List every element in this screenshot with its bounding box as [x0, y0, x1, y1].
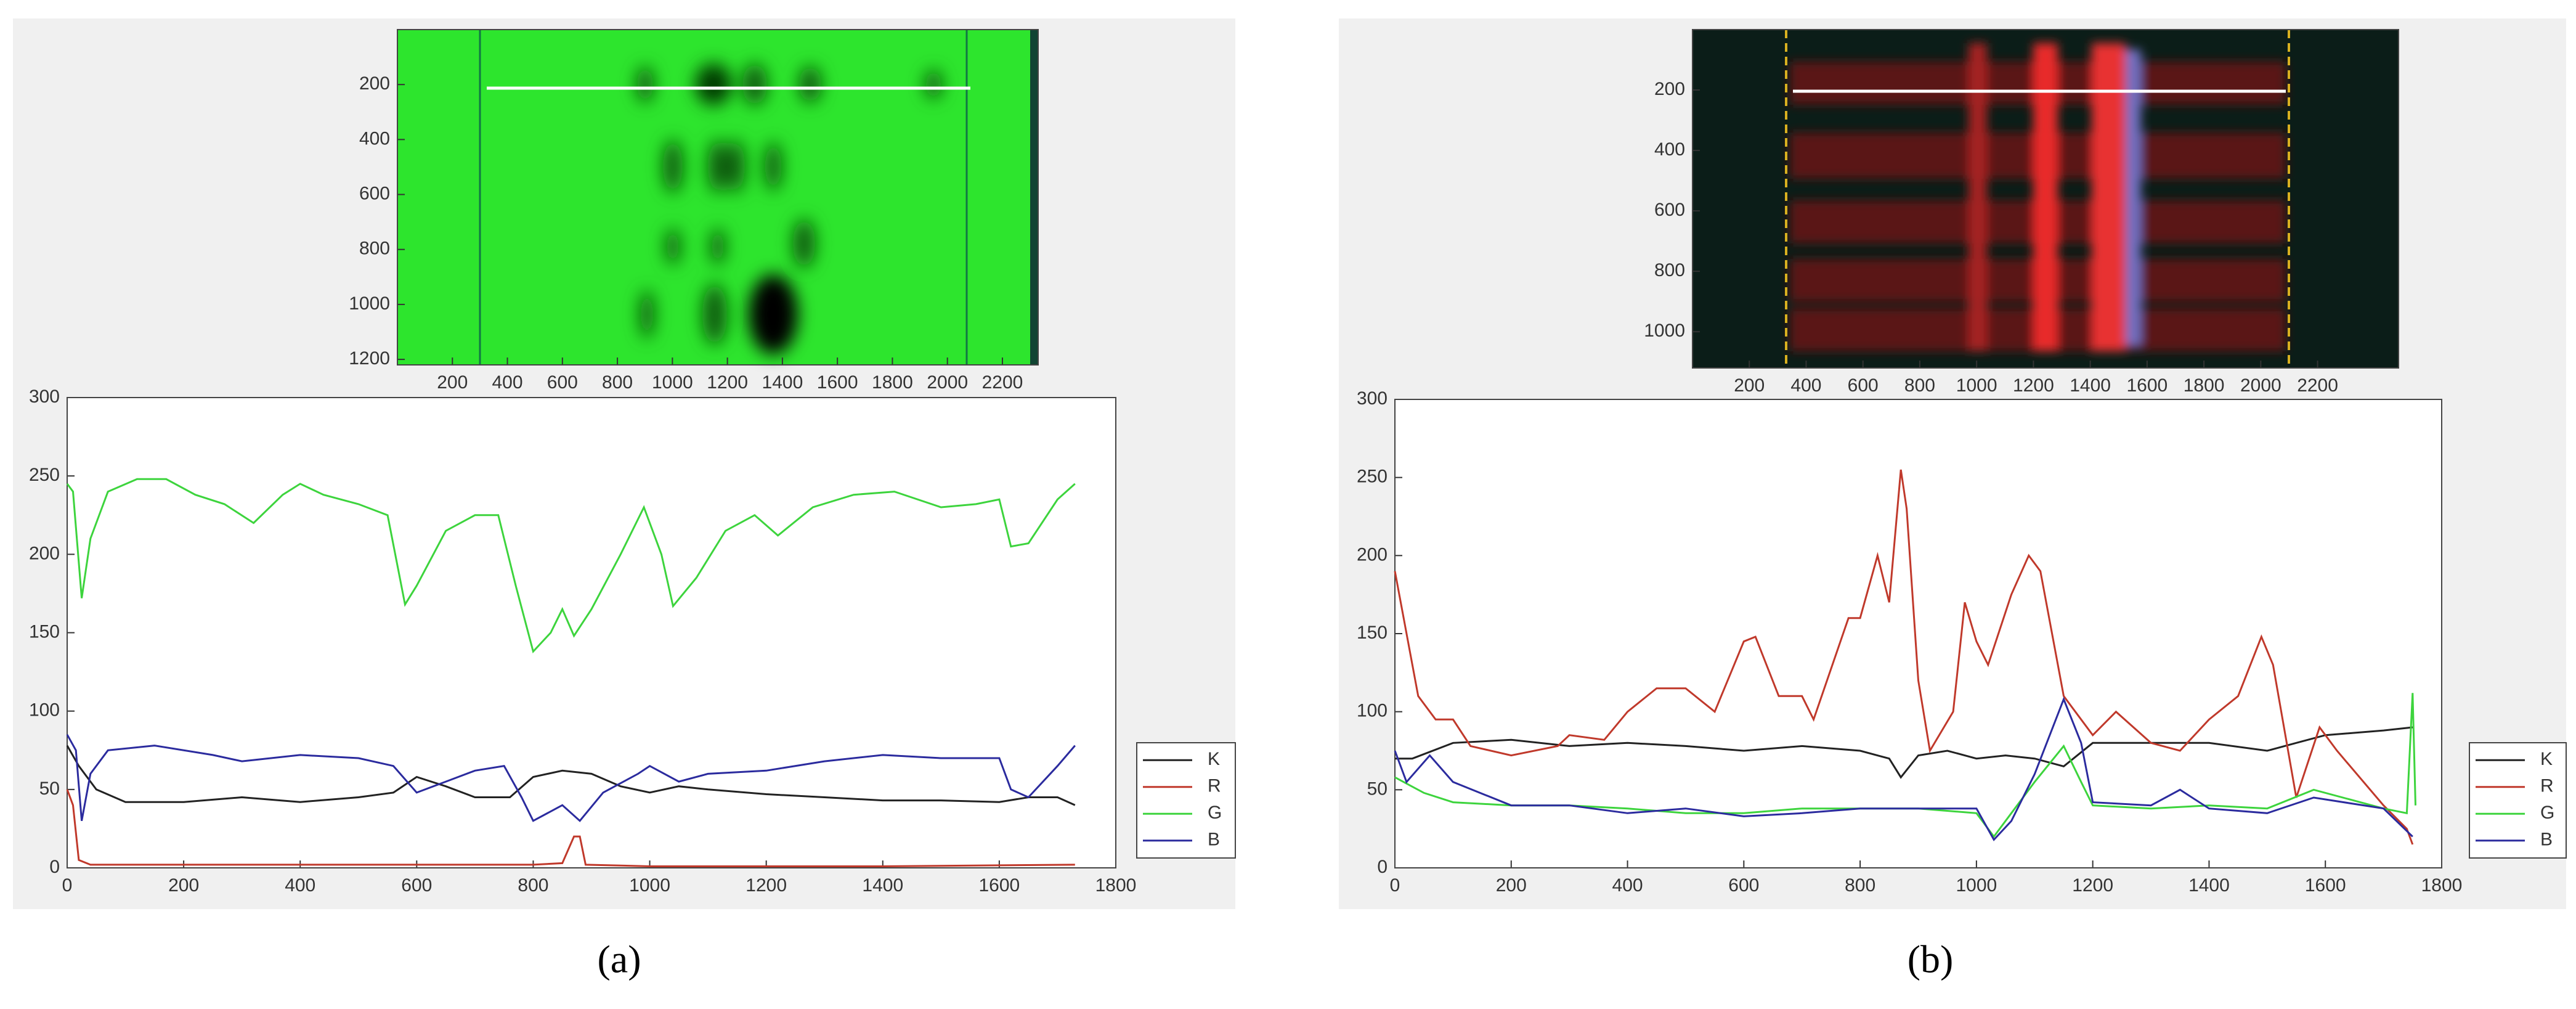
caption-b: (b) — [1908, 938, 1954, 981]
x-tick-label: 200 — [437, 372, 468, 393]
caption-a: (a) — [597, 938, 641, 981]
y-tick-label: 800 — [1654, 260, 1685, 280]
legend-label: R — [2540, 776, 2554, 796]
y-tick-label: 200 — [1654, 79, 1685, 99]
series-line — [1395, 726, 2413, 779]
legend-box — [1136, 742, 1236, 859]
y-tick-label: 50 — [1367, 778, 1388, 799]
x-tick-label: 1600 — [979, 875, 1020, 896]
y-tick-label: 50 — [39, 778, 60, 799]
x-tick-label: 1800 — [1095, 875, 1137, 896]
legend-label: K — [2540, 749, 2553, 769]
x-tick-label: 1800 — [2421, 875, 2463, 896]
x-tick-label: 800 — [1904, 375, 1935, 396]
y-tick-label: 100 — [1357, 701, 1388, 721]
x-tick-label: 400 — [1790, 375, 1821, 396]
y-tick-label: 600 — [1654, 200, 1685, 220]
x-tick-label: 600 — [1848, 375, 1879, 396]
plot-area — [67, 398, 1116, 868]
x-tick-label: 1000 — [652, 372, 693, 393]
x-tick-label: 1200 — [707, 372, 748, 393]
legend-label: G — [2540, 803, 2554, 823]
y-tick-label: 1000 — [349, 293, 390, 314]
x-tick-label: 1600 — [817, 372, 858, 393]
legend-box — [2469, 742, 2567, 859]
y-tick-label: 1200 — [349, 348, 390, 369]
series-line — [1394, 696, 2413, 841]
y-tick-label: 800 — [359, 239, 390, 259]
x-tick-label: 2000 — [2240, 375, 2281, 396]
x-tick-label: 400 — [1612, 875, 1643, 896]
x-tick-label: 1800 — [2184, 375, 2225, 396]
x-tick-label: 200 — [168, 875, 199, 896]
legend-label: R — [1208, 776, 1221, 796]
y-tick-label: 300 — [1357, 388, 1388, 409]
x-tick-label: 1200 — [2072, 875, 2113, 896]
x-tick-label: 1000 — [629, 875, 670, 896]
series-line — [1394, 469, 2414, 845]
y-tick-label: 400 — [359, 128, 390, 149]
y-tick-label: 300 — [29, 386, 60, 407]
series-line — [66, 789, 1075, 867]
y-tick-label: 200 — [1357, 544, 1388, 565]
x-tick-label: 400 — [285, 875, 315, 896]
y-tick-label: 150 — [29, 621, 60, 642]
x-tick-label: 2200 — [982, 372, 1023, 393]
x-tick-label: 1400 — [862, 875, 903, 896]
y-tick-label: 200 — [29, 543, 60, 563]
x-tick-label: 0 — [1390, 875, 1400, 896]
axes-frame — [397, 29, 1039, 366]
x-tick-label: 200 — [1496, 875, 1527, 896]
axes-frame — [1692, 29, 2399, 369]
x-tick-label: 1200 — [2013, 375, 2054, 396]
x-tick-label: 1400 — [2188, 875, 2230, 896]
y-tick-label: 0 — [1377, 857, 1388, 877]
x-tick-label: 800 — [518, 875, 548, 896]
y-tick-label: 400 — [1654, 139, 1685, 160]
y-tick-label: 250 — [1357, 467, 1388, 487]
plot-area — [1395, 399, 2442, 868]
y-tick-label: 100 — [29, 700, 60, 721]
x-tick-label: 2000 — [927, 372, 968, 393]
x-tick-label: 600 — [1728, 875, 1759, 896]
axes-frame — [67, 397, 1116, 868]
x-tick-label: 600 — [547, 372, 578, 393]
x-tick-label: 0 — [62, 875, 73, 896]
x-tick-label: 1400 — [2070, 375, 2111, 396]
x-tick-label: 800 — [602, 372, 633, 393]
y-tick-label: 600 — [359, 183, 390, 203]
x-tick-label: 400 — [492, 372, 523, 393]
x-tick-label: 1000 — [1956, 875, 1997, 896]
legend-label: K — [1208, 749, 1220, 769]
x-tick-label: 1400 — [762, 372, 803, 393]
legend-label: B — [1208, 830, 1220, 850]
y-tick-label: 1000 — [1644, 321, 1685, 341]
legend-label: B — [2540, 830, 2553, 850]
axes-frame — [1394, 399, 2442, 868]
x-tick-label: 2200 — [2297, 375, 2338, 396]
x-tick-label: 1600 — [2126, 375, 2168, 396]
plate-b — [1692, 30, 2399, 368]
series-line — [66, 745, 1076, 806]
y-tick-label: 0 — [49, 857, 60, 877]
series-line — [66, 734, 1076, 822]
x-tick-label: 800 — [1845, 875, 1875, 896]
x-tick-label: 200 — [1734, 375, 1765, 396]
series-line — [66, 478, 1076, 654]
x-tick-label: 600 — [401, 875, 432, 896]
x-tick-label: 1200 — [746, 875, 787, 896]
y-tick-label: 200 — [359, 73, 390, 94]
legend-label: G — [1208, 803, 1222, 823]
x-tick-label: 1600 — [2305, 875, 2346, 896]
y-tick-label: 250 — [29, 465, 60, 485]
y-tick-label: 150 — [1357, 623, 1388, 643]
plate-a — [397, 30, 1038, 365]
x-tick-label: 1800 — [872, 372, 913, 393]
x-tick-label: 1000 — [1956, 375, 1997, 396]
